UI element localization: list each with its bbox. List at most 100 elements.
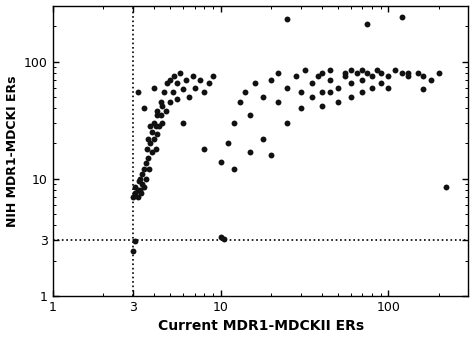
Point <box>162 108 169 114</box>
Point <box>217 159 224 164</box>
Point <box>176 70 183 76</box>
Point <box>368 85 376 90</box>
Point <box>138 171 146 177</box>
Point <box>159 103 166 108</box>
Point <box>146 124 154 129</box>
Point <box>142 161 150 166</box>
Point <box>292 74 300 79</box>
Point <box>398 70 405 76</box>
Point <box>384 74 392 79</box>
Point <box>246 149 254 155</box>
Point <box>283 120 291 125</box>
Point <box>155 124 163 129</box>
Point <box>347 67 355 73</box>
Point <box>230 167 237 172</box>
Point <box>377 70 384 76</box>
Point <box>173 81 181 86</box>
Point <box>189 74 196 79</box>
Point <box>140 167 148 172</box>
Point <box>150 85 158 90</box>
Point <box>267 152 275 158</box>
Point <box>435 70 443 76</box>
Point <box>341 70 349 76</box>
Point <box>334 85 342 90</box>
Point <box>180 86 187 92</box>
Point <box>150 136 158 141</box>
Point <box>241 89 249 95</box>
Point <box>196 77 203 82</box>
Point <box>297 105 304 111</box>
Point <box>137 191 145 196</box>
Point <box>201 89 208 95</box>
Point <box>359 89 366 95</box>
Point <box>404 70 411 76</box>
Y-axis label: NIH MDR1-MDCKI ERs: NIH MDR1-MDCKI ERs <box>6 75 18 226</box>
Point <box>134 194 141 200</box>
Point <box>327 89 334 95</box>
Point <box>146 167 153 172</box>
Point <box>150 120 158 125</box>
Point <box>154 132 161 137</box>
Point <box>368 74 376 79</box>
Point <box>131 184 139 190</box>
Point <box>301 67 309 73</box>
Point <box>359 77 366 82</box>
Point <box>131 191 139 196</box>
Point <box>209 74 217 79</box>
Point <box>267 77 275 82</box>
Point <box>166 99 174 105</box>
Point <box>146 141 154 146</box>
Point <box>283 85 291 90</box>
Point <box>419 86 427 92</box>
Point <box>392 67 399 73</box>
Point <box>428 77 435 82</box>
Point <box>377 81 384 86</box>
Point <box>274 99 282 105</box>
X-axis label: Current MDR1-MDCKII ERs: Current MDR1-MDCKII ERs <box>157 319 364 334</box>
Point <box>341 74 349 79</box>
Point <box>442 184 450 190</box>
Point <box>140 105 148 111</box>
Point <box>327 77 334 82</box>
Point <box>334 99 342 105</box>
Point <box>164 81 171 86</box>
Point <box>135 179 143 184</box>
Point <box>159 120 166 125</box>
Point <box>205 81 212 86</box>
Point <box>260 94 267 100</box>
Point <box>134 187 141 193</box>
Point <box>327 67 334 73</box>
Point <box>347 94 355 100</box>
Point <box>308 81 316 86</box>
Point <box>152 146 159 152</box>
Point <box>136 176 144 181</box>
Point <box>308 94 316 100</box>
Point <box>347 81 355 86</box>
Point <box>274 70 282 76</box>
Point <box>364 21 371 26</box>
Point <box>364 70 371 76</box>
Point <box>201 146 208 152</box>
Point <box>384 85 392 90</box>
Point <box>318 103 326 108</box>
Point <box>169 89 177 95</box>
Point <box>359 67 366 73</box>
Point <box>138 181 146 187</box>
Point <box>182 77 190 82</box>
Point <box>160 89 168 95</box>
Point <box>157 112 164 118</box>
Point <box>224 141 231 146</box>
Point <box>220 237 228 242</box>
Point <box>414 70 422 76</box>
Point <box>173 96 181 102</box>
Point <box>297 89 304 95</box>
Point <box>145 155 152 161</box>
Point <box>185 94 193 100</box>
Point <box>419 74 427 79</box>
Point <box>140 184 148 190</box>
Point <box>373 67 380 73</box>
Point <box>152 124 159 129</box>
Point <box>134 89 141 95</box>
Point <box>251 81 259 86</box>
Point <box>353 70 361 76</box>
